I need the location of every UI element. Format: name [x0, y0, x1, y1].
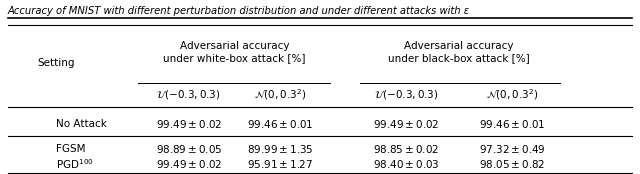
Text: $\mathcal{U}(-0.3,0.3)$: $\mathcal{U}(-0.3,0.3)$ — [156, 88, 221, 101]
Text: PGD$^{100}$: PGD$^{100}$ — [56, 157, 94, 171]
Text: $99.49 \pm 0.02$: $99.49 \pm 0.02$ — [156, 158, 222, 170]
Text: $97.32 \pm 0.49$: $97.32 \pm 0.49$ — [479, 143, 545, 155]
Text: $89.99 \pm 1.35$: $89.99 \pm 1.35$ — [247, 143, 314, 155]
Text: FGSM: FGSM — [56, 144, 86, 154]
Text: $98.05 \pm 0.82$: $98.05 \pm 0.82$ — [479, 158, 545, 170]
Text: $99.46 \pm 0.01$: $99.46 \pm 0.01$ — [479, 118, 545, 129]
Text: Accuracy of MNIST with different perturbation distribution and under different a: Accuracy of MNIST with different perturb… — [8, 6, 470, 16]
Text: Setting: Setting — [38, 58, 75, 68]
Text: $95.91 \pm 1.27$: $95.91 \pm 1.27$ — [247, 158, 314, 170]
Text: $99.46 \pm 0.01$: $99.46 \pm 0.01$ — [247, 118, 314, 129]
Text: $99.49 \pm 0.02$: $99.49 \pm 0.02$ — [373, 118, 440, 129]
Text: $99.49 \pm 0.02$: $99.49 \pm 0.02$ — [156, 118, 222, 129]
Text: $98.40 \pm 0.03$: $98.40 \pm 0.03$ — [373, 158, 440, 170]
Text: No Attack: No Attack — [56, 118, 107, 129]
Text: $98.89 \pm 0.05$: $98.89 \pm 0.05$ — [156, 143, 222, 155]
Text: $\mathcal{U}(-0.3,0.3)$: $\mathcal{U}(-0.3,0.3)$ — [374, 88, 439, 101]
Text: $\mathcal{N}(0,0.3^2)$: $\mathcal{N}(0,0.3^2)$ — [254, 87, 307, 102]
Text: $98.85 \pm 0.02$: $98.85 \pm 0.02$ — [373, 143, 440, 155]
Text: Adversarial accuracy
under white-box attack [%]: Adversarial accuracy under white-box att… — [163, 41, 306, 63]
Text: Adversarial accuracy
under black-box attack [%]: Adversarial accuracy under black-box att… — [388, 41, 530, 63]
Text: $\mathcal{N}(0,0.3^2)$: $\mathcal{N}(0,0.3^2)$ — [486, 87, 538, 102]
